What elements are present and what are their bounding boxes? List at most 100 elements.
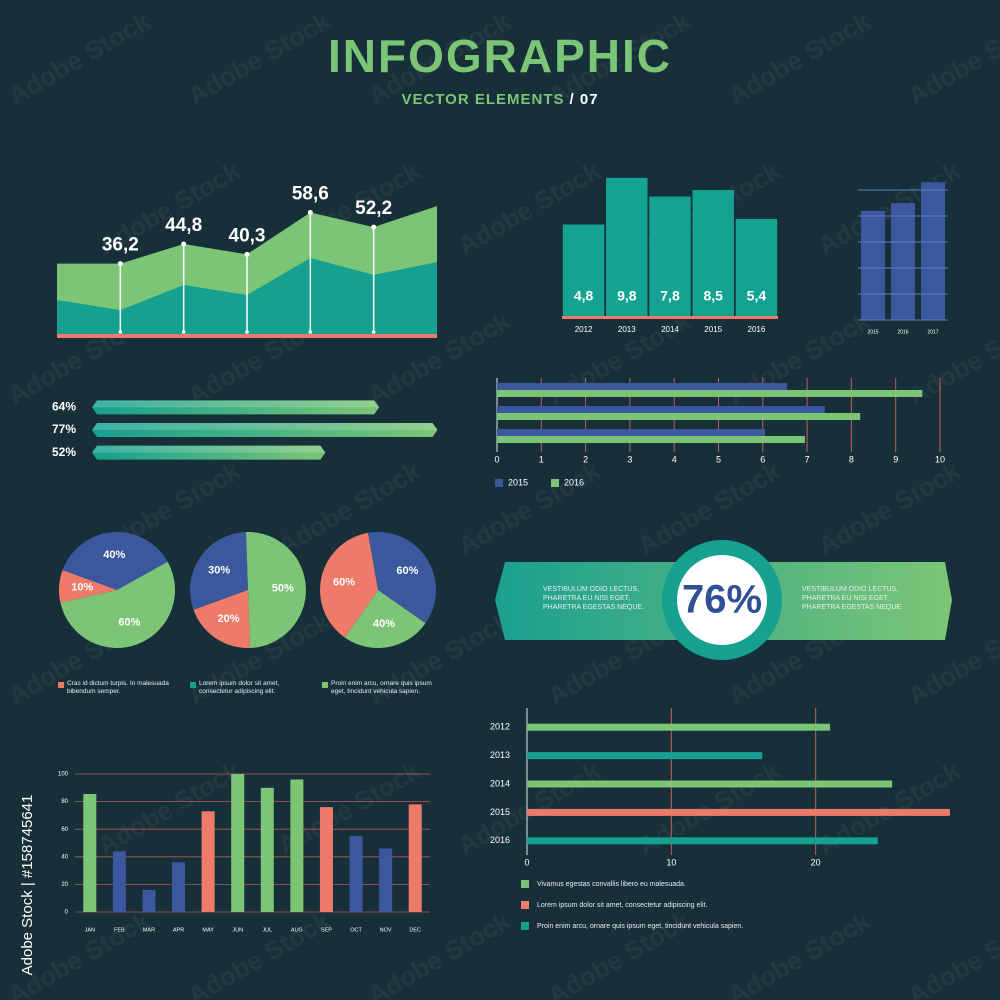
data-label: 30% bbox=[208, 564, 230, 576]
bar bbox=[497, 436, 805, 443]
watermark: Adobe Stock bbox=[543, 905, 696, 1000]
data-label: 7,8 bbox=[660, 288, 680, 304]
watermark: Adobe Stock bbox=[183, 5, 336, 111]
legend-swatch bbox=[58, 682, 64, 688]
watermark: Adobe Stock bbox=[453, 455, 606, 561]
y-tick-label: 0 bbox=[65, 910, 69, 916]
bar bbox=[497, 413, 861, 420]
banner-right-text: VESTIBULUM ODIO LECTUS, PHARETRA EU NISI… bbox=[802, 586, 904, 611]
data-label: 8,5 bbox=[703, 288, 723, 304]
x-tick-label: 7 bbox=[805, 454, 810, 464]
bar bbox=[527, 837, 878, 845]
bar bbox=[735, 218, 778, 316]
watermark: Adobe Stock bbox=[3, 5, 156, 111]
data-label: 60% bbox=[396, 565, 418, 577]
legend-label: 2016 bbox=[564, 477, 584, 487]
pie-slice bbox=[344, 590, 426, 648]
x-tick-label: 5 bbox=[716, 454, 721, 464]
x-tick-label: DEC bbox=[409, 927, 421, 933]
data-label: 40% bbox=[373, 618, 395, 630]
x-tick-label: 20 bbox=[811, 857, 821, 867]
data-label: 52% bbox=[52, 445, 76, 459]
legend-swatch bbox=[190, 682, 196, 688]
legend-label: Vivamus egestas convallis libero eu male… bbox=[537, 881, 686, 888]
x-tick-label: OCT bbox=[350, 927, 362, 933]
baseline bbox=[57, 334, 437, 338]
title: INFOGRAPHIC bbox=[328, 30, 672, 82]
watermark: Adobe Stock bbox=[993, 455, 1000, 561]
x-tick-label: 8 bbox=[849, 454, 854, 464]
bar bbox=[606, 177, 648, 316]
point-foot bbox=[118, 330, 123, 334]
progress-bevel bbox=[92, 445, 326, 453]
watermark: Adobe Stock bbox=[363, 905, 516, 1000]
x-tick-label: NOV bbox=[380, 927, 392, 933]
bar bbox=[921, 182, 945, 320]
banner-value: 76% bbox=[682, 578, 762, 622]
y-tick-label: 40 bbox=[61, 854, 68, 860]
x-tick-label: 10 bbox=[935, 454, 945, 464]
x-tick-label: 2017 bbox=[927, 329, 938, 335]
subtitle: VECTOR ELEMENTS / 07 bbox=[401, 91, 598, 108]
watermark: Adobe Stock bbox=[453, 755, 606, 861]
bar bbox=[562, 224, 605, 316]
watermark: Adobe Stock bbox=[903, 5, 1000, 111]
y-tick-label: 2014 bbox=[490, 778, 510, 788]
watermark: Adobe Stock bbox=[723, 5, 876, 111]
x-tick-label: MAY bbox=[202, 927, 214, 933]
point-foot bbox=[245, 330, 249, 334]
x-tick-label: 4 bbox=[672, 454, 677, 464]
point bbox=[244, 251, 250, 257]
point bbox=[181, 241, 187, 247]
bar bbox=[172, 862, 186, 912]
bar bbox=[142, 889, 156, 912]
pie-slice bbox=[193, 590, 251, 648]
progress-bar bbox=[92, 423, 438, 437]
x-tick-label: 2015 bbox=[704, 325, 722, 334]
legend-label: Proin enim arcu, ornare quis ipsum eget,… bbox=[331, 680, 432, 695]
bar bbox=[112, 851, 126, 912]
pie-slice bbox=[320, 532, 378, 638]
data-label: 36,2 bbox=[102, 235, 139, 256]
data-label: 64% bbox=[52, 400, 76, 414]
bar bbox=[349, 836, 363, 912]
watermark: Adobe Stock bbox=[633, 755, 786, 861]
watermark: Adobe Stock bbox=[183, 905, 336, 1000]
x-tick-label: 2014 bbox=[661, 325, 679, 334]
baseline bbox=[562, 316, 778, 319]
x-tick-label: 0 bbox=[524, 857, 529, 867]
bar bbox=[527, 723, 831, 731]
bar bbox=[408, 804, 422, 912]
x-tick-label: 2013 bbox=[618, 325, 636, 334]
watermark: Adobe Stock bbox=[993, 155, 1000, 261]
x-tick-label: FEB bbox=[114, 927, 125, 933]
x-tick-label: JAN bbox=[85, 927, 95, 933]
legend-label: 2015 bbox=[508, 477, 528, 487]
legend-label: Lorem ipsum dolor sit amet, consectetur … bbox=[537, 902, 708, 909]
y-tick-label: 2012 bbox=[490, 722, 510, 732]
bar bbox=[83, 794, 97, 912]
point bbox=[371, 224, 377, 230]
bar bbox=[861, 210, 885, 320]
point-foot bbox=[308, 330, 313, 334]
legend-label: Proin enim arcu, ornare quis ipsum eget,… bbox=[537, 923, 744, 930]
watermark: Adobe Stock bbox=[813, 455, 966, 561]
bar bbox=[527, 808, 950, 816]
y-tick-label: 20 bbox=[61, 882, 68, 888]
legend-swatch bbox=[521, 901, 529, 909]
pie-slice bbox=[367, 532, 437, 624]
x-tick-label: 2012 bbox=[575, 325, 593, 334]
progress-bevel bbox=[92, 400, 380, 408]
point bbox=[117, 261, 123, 267]
watermark: Adobe Stock bbox=[903, 905, 1000, 1000]
x-tick-label: 0 bbox=[494, 454, 499, 464]
watermark: Adobe Stock bbox=[723, 905, 876, 1000]
x-tick-label: 9 bbox=[893, 454, 898, 464]
x-tick-label: 2 bbox=[583, 454, 588, 464]
bar bbox=[891, 203, 915, 320]
x-tick-label: 6 bbox=[760, 454, 765, 464]
x-tick-label: JUL bbox=[262, 927, 272, 933]
watermark: Adobe Stock bbox=[813, 755, 966, 861]
y-tick-label: 2013 bbox=[490, 750, 510, 760]
bar bbox=[497, 383, 788, 390]
